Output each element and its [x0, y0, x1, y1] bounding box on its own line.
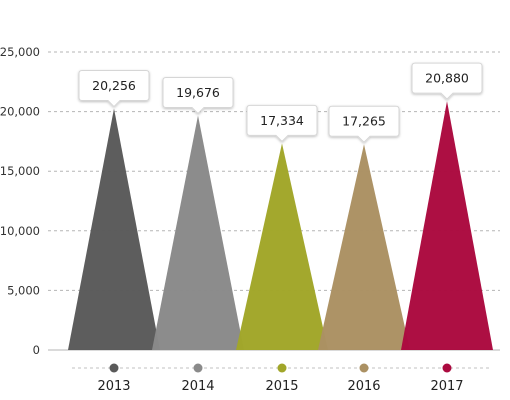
y-axis-tick-labels: 0 5,000 10,000 15,000 20,000 25,000 — [0, 45, 40, 357]
data-label: 20,256 — [92, 78, 136, 93]
x-tick-label: 2017 — [430, 379, 463, 394]
value-callout-box — [246, 104, 318, 143]
value-callout-box — [411, 62, 483, 100]
y-tick-label: 25,000 — [0, 45, 40, 59]
x-tick-label: 2015 — [265, 379, 298, 394]
x-axis-layer: 2013 2014 2015 2016 2017 — [72, 363, 492, 394]
value-callout-box — [78, 70, 150, 108]
legend-dot — [359, 363, 369, 373]
triangle-bar — [236, 143, 328, 350]
y-tick-label: 15,000 — [0, 164, 40, 178]
data-label: 19,676 — [176, 85, 220, 100]
legend-dot — [442, 363, 452, 373]
data-label: 20,880 — [425, 71, 469, 86]
triangle-bar — [318, 144, 410, 350]
legend-dot — [109, 363, 119, 373]
y-tick-label: 5,000 — [7, 283, 40, 297]
x-tick-label: 2013 — [97, 379, 130, 394]
data-label: 17,265 — [342, 114, 386, 129]
y-tick-label: 0 — [33, 343, 40, 357]
triangle-bar — [68, 108, 160, 350]
value-callout-box — [162, 76, 234, 115]
value-callouts: 20,256 19,676 17,334 17,265 20,880 — [78, 62, 483, 143]
legend-dot — [193, 363, 203, 373]
x-tick-label: 2016 — [347, 379, 380, 394]
triangle-bar — [152, 115, 244, 350]
y-tick-label: 10,000 — [0, 224, 40, 238]
value-callout-box — [328, 105, 400, 143]
x-tick-label: 2014 — [181, 379, 214, 394]
triangle-series — [68, 101, 493, 350]
y-tick-label: 20,000 — [0, 105, 40, 119]
data-label: 17,334 — [260, 113, 304, 128]
triangle-bar — [401, 101, 493, 350]
legend-dot — [277, 363, 287, 373]
